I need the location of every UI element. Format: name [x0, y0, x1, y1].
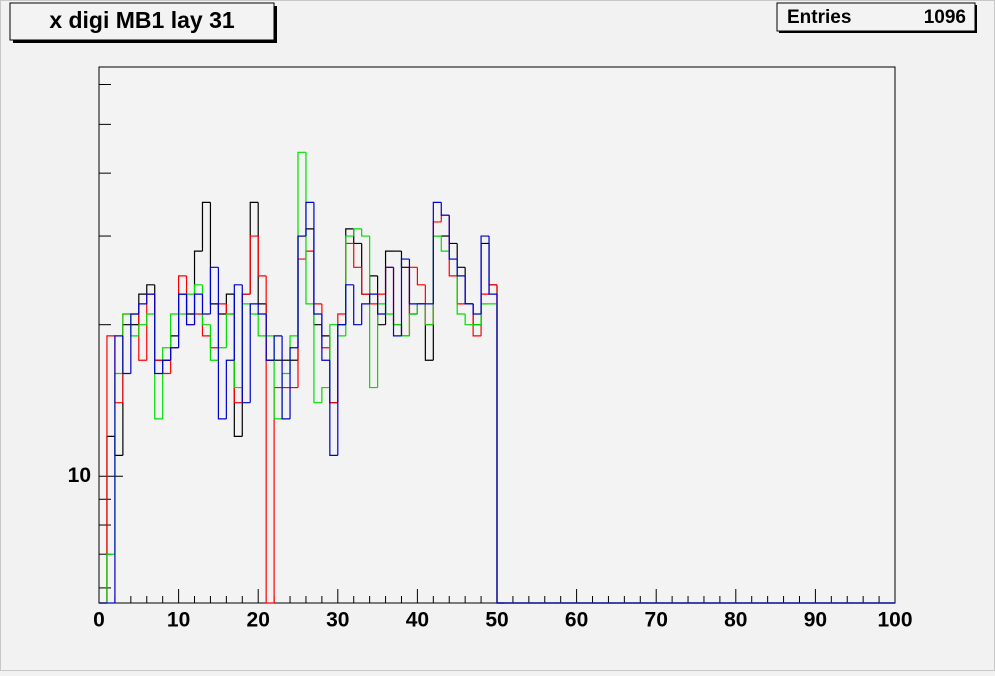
- x-tick-label: 60: [565, 609, 588, 632]
- histogram-bin: [201, 294, 211, 315]
- histogram-bin: [185, 294, 195, 326]
- histogram-bin: [249, 235, 259, 295]
- histogram-bin: [448, 215, 458, 260]
- x-tick-label: 100: [877, 609, 912, 632]
- stats-box: [776, 2, 976, 32]
- histogram-bin: [464, 314, 474, 326]
- x-tick-label: 80: [724, 609, 747, 632]
- histogram-bin: [369, 236, 378, 389]
- histogram-bin: [353, 228, 362, 237]
- histogram-bin: [480, 235, 490, 315]
- histogram-bin: [162, 347, 171, 419]
- x-tick-label: 0: [93, 609, 105, 632]
- histogram-bin: [130, 313, 139, 374]
- histogram-bin: [384, 266, 394, 315]
- histogram-bin: [456, 259, 466, 277]
- histogram-bin: [313, 202, 322, 315]
- histogram-bin: [353, 284, 362, 326]
- y-tick-label: 10: [68, 464, 91, 487]
- histogram-bin: [146, 313, 155, 325]
- x-tick-label: 30: [326, 609, 349, 632]
- histogram-bin: [201, 201, 211, 252]
- histogram-bin: [193, 284, 203, 295]
- histogram-bin: [408, 259, 418, 305]
- histogram-bin: [321, 386, 330, 403]
- stats-label: Entries: [787, 7, 851, 28]
- x-tick-label: 90: [804, 609, 827, 632]
- histogram-bin: [456, 259, 466, 315]
- histogram-bin: [464, 275, 474, 305]
- histogram-bin: [496, 294, 505, 604]
- stats-value: 1096: [924, 7, 966, 28]
- histogram-bin: [273, 335, 283, 420]
- histogram-bin: [257, 303, 267, 315]
- histogram-bin: [345, 284, 354, 325]
- histogram-bin: [488, 236, 497, 295]
- histogram-bin: [353, 243, 362, 268]
- histogram-bin: [209, 266, 219, 315]
- histogram-bin: [170, 313, 179, 348]
- histogram-bin: [225, 313, 235, 348]
- histogram-bin: [170, 347, 179, 361]
- histogram-bin: [313, 303, 322, 404]
- histogram-bin: [361, 303, 370, 325]
- histogram-bin: [416, 267, 426, 286]
- histogram-bin: [440, 236, 450, 252]
- histogram-bin: [233, 284, 243, 361]
- histogram-bin: [273, 335, 283, 361]
- histogram-bin: [392, 267, 402, 337]
- histogram-bin: [146, 284, 155, 295]
- histogram-bin: [193, 293, 203, 325]
- histogram-bin: [122, 335, 131, 375]
- histogram-bin: [337, 324, 346, 456]
- histogram-bin: [114, 335, 123, 603]
- x-tick-label: 50: [485, 609, 508, 632]
- histogram-bin: [329, 360, 338, 456]
- histogram-bin: [241, 284, 251, 404]
- histogram-bin: [432, 201, 442, 304]
- x-tick-label: 40: [406, 609, 429, 632]
- histogram-bin: [146, 293, 155, 304]
- histogram-bin: [265, 275, 275, 604]
- histogram-bin: [424, 303, 434, 326]
- chart-title: x digi MB1 lay 31: [49, 7, 235, 33]
- histogram-bin: [138, 303, 147, 315]
- histogram-bin: [297, 235, 306, 348]
- histogram-bin: [138, 324, 147, 336]
- histogram-bin: [361, 228, 370, 237]
- x-tick-label: 20: [247, 609, 270, 632]
- histogram-bin: [257, 236, 267, 277]
- histogram-bin: [265, 314, 275, 361]
- histogram-bin: [257, 314, 267, 337]
- histogram-bin: [361, 267, 370, 295]
- histogram-bin: [377, 294, 386, 315]
- x-tick-label: 70: [645, 609, 668, 632]
- histogram-bin: [225, 359, 235, 419]
- histogram-bin: [281, 335, 291, 420]
- histogram-bin: [162, 359, 171, 374]
- histogram-bin: [289, 347, 298, 419]
- histogram-bin: [178, 293, 187, 348]
- histogram-bin: [400, 258, 410, 336]
- histogram-bin: [440, 202, 450, 216]
- histogram-bin: [217, 267, 227, 420]
- histogram-bin: [154, 294, 163, 375]
- histogram-bin: [321, 314, 330, 361]
- histogram-bin: [369, 293, 378, 304]
- histogram-bin: [209, 324, 219, 361]
- histogram-bin: [472, 303, 482, 315]
- histogram-bin: [305, 201, 314, 237]
- histogram-bin: [408, 313, 418, 336]
- histogram-bin: [249, 303, 259, 403]
- histogram-bin: [106, 335, 115, 603]
- x-tick-label: 10: [167, 609, 190, 632]
- histogram-bin: [106, 553, 115, 603]
- title-box: [9, 2, 275, 41]
